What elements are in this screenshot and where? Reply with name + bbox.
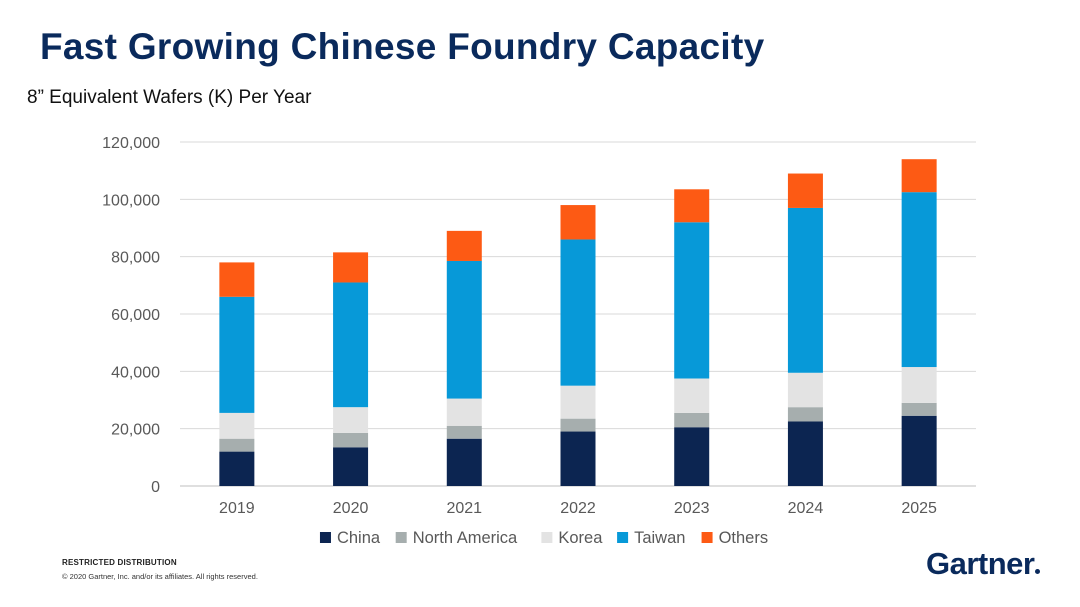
bar-segment: [560, 239, 596, 386]
bar-segment: [787, 407, 823, 422]
bar-segment: [446, 260, 482, 399]
bar-segment: [560, 431, 596, 486]
bar-segment: [787, 372, 823, 408]
x-tick-label: 2021: [446, 500, 482, 517]
bar-segment: [901, 402, 937, 416]
x-tick-label: 2022: [560, 500, 596, 517]
bar-segment: [333, 252, 369, 283]
y-tick-label: 80,000: [111, 250, 160, 267]
copyright-note: © 2020 Gartner, Inc. and/or its affiliat…: [62, 572, 258, 581]
bar-segment: [560, 205, 596, 240]
bar-stacks: [219, 159, 937, 486]
y-tick-label: 120,000: [102, 135, 160, 152]
restricted-distribution-note: RESTRICTED DISTRIBUTION: [62, 558, 177, 567]
bar-segment: [674, 427, 710, 486]
x-tick-label: 2024: [788, 500, 824, 517]
y-tick-label: 40,000: [111, 364, 160, 381]
legend-label: Korea: [558, 529, 603, 547]
bar-segment: [787, 421, 823, 486]
legend: China North America Korea Taiwan Others: [319, 529, 769, 547]
bar-segment: [219, 451, 255, 486]
legend-swatch: [319, 532, 331, 543]
y-tick-label: 60,000: [111, 307, 160, 324]
legend-swatch: [617, 532, 629, 543]
y-tick-label: 20,000: [111, 422, 160, 439]
bar-segment: [674, 222, 710, 379]
bar-segment: [901, 159, 937, 193]
bar-segment: [219, 296, 255, 413]
bar-segment: [219, 262, 255, 297]
bar-segment: [901, 192, 937, 368]
bar-segment: [219, 438, 255, 452]
logo-text: Gartner: [926, 546, 1035, 581]
bar-segment: [560, 385, 596, 419]
x-axis-tick-labels: 2019 2020 2021 2022 2023 2024 2025: [219, 500, 937, 517]
logo-dot-icon: [1035, 569, 1041, 574]
bar-segment: [901, 367, 937, 403]
legend-swatch: [541, 532, 553, 543]
bar-segment: [446, 398, 482, 426]
x-tick-label: 2020: [333, 500, 369, 517]
bar-segment: [901, 415, 937, 486]
slide-title: Fast Growing Chinese Foundry Capacity: [40, 26, 765, 67]
bar-segment: [446, 425, 482, 439]
x-tick-label: 2023: [674, 500, 710, 517]
legend-label: North America: [413, 529, 518, 547]
bar-segment: [560, 418, 596, 432]
bar-segment: [333, 407, 369, 433]
legend-swatch: [701, 532, 713, 543]
legend-label: China: [337, 529, 381, 547]
y-axis-tick-labels: 0 20,000 40,000 60,000 80,000 100,000 120,000: [102, 135, 160, 496]
bar-segment: [333, 282, 369, 408]
bar-segment: [787, 173, 823, 208]
y-tick-label: 0: [151, 479, 160, 496]
bar-segment: [219, 412, 255, 439]
bar-segment: [787, 207, 823, 373]
legend-swatch: [395, 532, 407, 543]
legend-label: Taiwan: [634, 529, 685, 547]
bar-segment: [333, 432, 369, 448]
gartner-logo: Gartner: [926, 546, 1041, 582]
bar-segment: [674, 378, 710, 413]
y-tick-label: 100,000: [102, 192, 160, 209]
bar-segment: [674, 189, 710, 223]
legend-label: Others: [719, 529, 769, 547]
bar-segment: [446, 438, 482, 486]
bar-segment: [446, 230, 482, 261]
bar-segment: [674, 412, 710, 428]
x-tick-label: 2025: [901, 500, 937, 517]
bar-segment: [333, 447, 369, 486]
chart-unit-label: 8” Equivalent Wafers (K) Per Year: [27, 87, 312, 108]
x-tick-label: 2019: [219, 500, 255, 517]
